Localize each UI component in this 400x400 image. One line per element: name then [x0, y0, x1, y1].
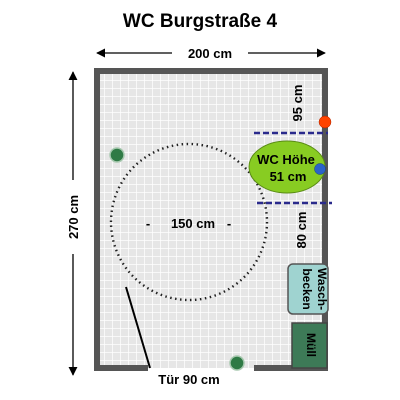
turning-circle-label: 150 cm	[171, 216, 215, 231]
wc-height-label: WC Höhe	[257, 152, 315, 167]
green-marker-bottom	[229, 355, 245, 371]
wc-front-clearance-label: 80 cm	[294, 212, 309, 249]
waste-bin	[291, 322, 328, 369]
plan-title: WC Burgstraße 4	[123, 11, 278, 32]
wc-side-clearance-label: 95 cm	[290, 85, 305, 122]
waste-bin-label: Müll	[304, 333, 318, 357]
wash-basin-label-1: Wasch-	[315, 268, 329, 310]
turning-circle-left-tick: -	[146, 216, 150, 231]
green-marker-left	[109, 147, 125, 163]
door-label: Tür 90 cm	[158, 372, 219, 387]
width-label: 200 cm	[188, 46, 232, 61]
wash-basin	[287, 263, 329, 315]
wc-toilet	[248, 140, 326, 194]
turning-circle	[109, 142, 269, 302]
wc-height-value: 51 cm	[270, 169, 307, 184]
blue-marker	[314, 163, 326, 175]
height-label: 270 cm	[66, 195, 81, 239]
turning-circle-right-tick: -	[227, 216, 231, 231]
red-marker	[318, 115, 332, 129]
door-leaf	[125, 286, 151, 369]
wash-basin-label-2: becken	[300, 268, 314, 309]
